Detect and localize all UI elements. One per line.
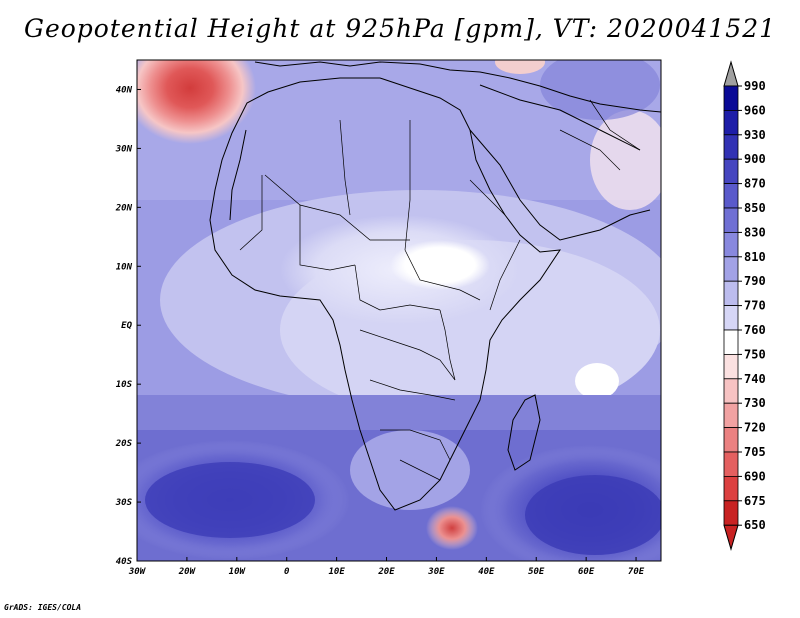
x-tick-label: 20E [377,567,395,577]
y-tick-label: EQ [121,321,132,331]
plot-frame [136,59,662,562]
colorbar-label: 790 [744,274,766,288]
colorbar-label: 675 [744,494,766,508]
height-field [137,60,661,561]
x-tick-label: 20W [178,567,197,577]
y-tick-label: 20S [115,439,133,449]
colorbar-swatch [723,183,739,209]
y-axis: 40N 30N 20N 10N EQ 10S 20S 30S 40S [115,85,141,567]
colorbar-swatch [723,134,739,160]
x-tick-label: 0 [284,567,290,577]
colorbar-swatch [723,378,739,404]
colorbar-swatch [723,451,739,477]
chart-title: Geopotential Height at 925hPa [gpm], VT:… [23,14,777,43]
colorbar-label: 720 [744,421,766,435]
colorbar-swatch [723,280,739,307]
colorbar-label: 730 [744,396,766,410]
y-tick-label: 40N [116,85,133,95]
colorbar-swatch [723,256,739,282]
colorbar-swatch [723,402,739,429]
x-tick-label: 30E [427,567,445,577]
colorbar-top-arrow [723,60,739,87]
colorbar-label: 650 [744,518,766,532]
x-tick-label: 40E [478,567,495,577]
country-borders [239,99,641,481]
colorbar-swatch [723,207,739,233]
y-tick-label: 10S [116,380,133,390]
colorbar-label: 760 [744,323,766,337]
x-tick-label: 50E [528,567,545,577]
colorbar-label: 690 [744,469,766,483]
x-tick-label: 10W [229,567,247,577]
colorbar-label: 960 [744,103,766,117]
colorbar: 990 960 930 900 870 850 830 810 790 770 760 750 740 7… [723,60,766,551]
colorbar-label: 810 [744,250,766,264]
x-tick-label: 30W [128,567,147,577]
credit-text: GrADS: IGES/COLA [4,603,82,612]
colorbar-label: 900 [744,152,766,166]
colorbar-label: 830 [744,225,766,239]
colorbar-swatch [723,329,739,355]
colorbar-label: 705 [744,445,766,459]
x-axis: 30W 20W 10W 0 10E 20E 30E 40E 50E 60E 70E [128,557,645,577]
colorbar-label: 870 [744,177,766,191]
x-tick-label: 10E [328,567,345,577]
colorbar-label: 740 [744,372,766,386]
y-tick-label: 10N [116,262,133,272]
coastlines [209,61,661,511]
colorbar-swatch [723,427,739,453]
y-tick-label: 40S [116,557,133,567]
x-tick-label: 70E [628,567,645,577]
colorbar-swatch [723,158,739,184]
colorbar-swatch [723,500,739,526]
colorbar-label: 770 [744,299,766,313]
x-tick-label: 60E [578,567,595,577]
colorbar-label: 750 [744,347,766,361]
colorbar-swatch [723,353,739,380]
colorbar-swatch [723,475,739,502]
colorbar-label: 850 [744,201,766,215]
y-tick-label: 20N [115,203,133,213]
colorbar-swatch [723,305,739,331]
colorbar-swatch [723,231,739,258]
y-tick-label: 30S [115,498,133,508]
colorbar-swatch [723,85,739,111]
colorbar-label: 990 [744,79,766,93]
colorbar-bottom-arrow [723,524,739,551]
colorbar-label: 930 [744,128,766,142]
y-tick-label: 30N [115,144,133,154]
colorbar-swatch [723,110,739,136]
